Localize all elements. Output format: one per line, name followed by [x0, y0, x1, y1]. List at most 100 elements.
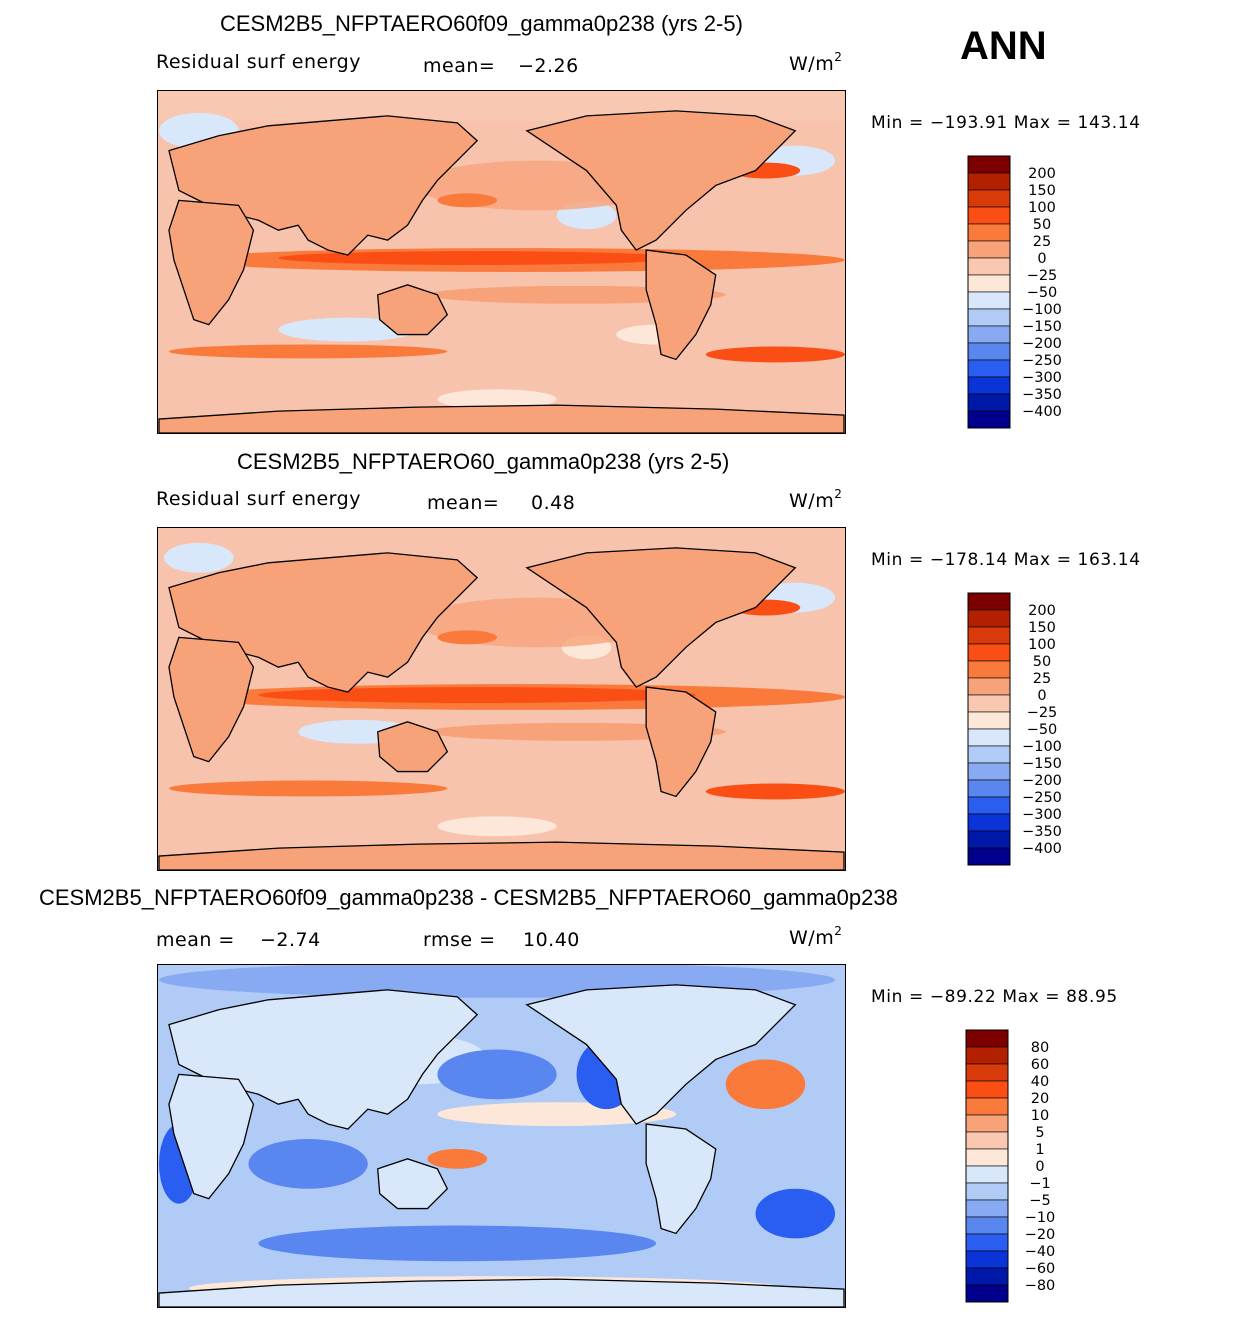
colorbar-swatch — [967, 626, 1011, 645]
panel3-map — [157, 964, 846, 1308]
colorbar-swatch — [965, 1046, 1009, 1065]
p3-land-antarctica — [158, 1278, 845, 1307]
panel3-rmse-value: 10.40 — [523, 929, 580, 951]
p2-so-band-east — [705, 783, 845, 800]
p2-land-samerica — [645, 686, 717, 798]
p1-so-band-west — [168, 344, 448, 359]
colorbar-level-label: −100 — [1022, 739, 1062, 755]
colorbar-level-label: −350 — [1022, 387, 1062, 403]
p1-land-africa — [168, 199, 255, 326]
colorbar-swatch — [965, 1080, 1009, 1099]
p1-blue-patch-sind — [278, 317, 418, 342]
panel1-min-max: Min = −193.91 Max = 143.14 — [871, 113, 1141, 133]
colorbar-level-label: 80 — [1031, 1040, 1049, 1056]
panel3-rmse-label: rmse = — [423, 929, 496, 951]
colorbar-swatch — [967, 172, 1011, 191]
colorbar-level-label: −100 — [1022, 302, 1062, 318]
colorbar-frame — [967, 592, 1011, 866]
p1-pale-south — [437, 389, 557, 410]
colorbar-swatch — [967, 240, 1011, 259]
colorbar-swatch — [967, 711, 1011, 730]
colorbar-level-label: 50 — [1033, 217, 1051, 233]
panel2-mean-value: 0.48 — [531, 492, 576, 514]
colorbar-level-label: −200 — [1022, 773, 1062, 789]
colorbar-level-label: −50 — [1027, 722, 1058, 738]
colorbar-swatch — [967, 677, 1011, 696]
p2-land-africa — [168, 636, 255, 763]
colorbar-level-label: 5 — [1035, 1125, 1044, 1141]
colorbar-swatch — [967, 206, 1011, 225]
colorbar-level-label: −350 — [1022, 824, 1062, 840]
colorbar-level-label: −300 — [1022, 370, 1062, 386]
p3-so-blue — [258, 1225, 657, 1262]
colorbar-swatch — [967, 410, 1011, 429]
colorbar-swatch — [965, 1131, 1009, 1150]
p2-blue-patch-nw — [163, 542, 234, 573]
colorbar-level-label: 150 — [1028, 620, 1056, 636]
colorbar-level-label: 100 — [1028, 637, 1056, 653]
panel1-units: W/m2 — [789, 50, 843, 75]
panel2-title: CESM2B5_NFPTAERO60_gamma0p238 (yrs 2-5) — [237, 449, 730, 474]
p1-itcz-core — [278, 251, 676, 265]
colorbar-swatch — [967, 308, 1011, 327]
colorbar-level-label: −400 — [1022, 404, 1062, 420]
colorbar-level-label: −5 — [1029, 1193, 1050, 1209]
colorbar-swatch — [967, 813, 1011, 832]
colorbar-level-label: 25 — [1033, 234, 1051, 250]
p1-land-samerica — [645, 249, 717, 361]
p3-sio-warm — [427, 1148, 488, 1169]
colorbar-level-label: −150 — [1022, 756, 1062, 772]
colorbar-level-label: −200 — [1022, 336, 1062, 352]
panel3-units: W/m2 — [789, 924, 843, 949]
p3-npac-blue — [437, 1049, 557, 1100]
colorbar-swatch — [967, 762, 1011, 781]
p2-pale-south — [437, 816, 557, 837]
panel3-mean-label: mean = — [156, 929, 235, 951]
colorbar-level-label: −20 — [1025, 1227, 1056, 1243]
colorbar-level-label: −50 — [1027, 285, 1058, 301]
colorbar-swatch — [965, 1029, 1009, 1048]
colorbar-swatch — [967, 660, 1011, 679]
p1-so-band-east — [705, 346, 845, 363]
colorbar-level-label: −60 — [1025, 1261, 1056, 1277]
panel2-colorbar: 20015010050250−25−50−100−150−200−250−300… — [967, 592, 1062, 866]
colorbar-level-label: −80 — [1025, 1278, 1056, 1294]
panel1-variable: Residual surf energy — [156, 51, 361, 73]
season-label: ANN — [960, 24, 1047, 68]
colorbar-level-label: −400 — [1022, 841, 1062, 857]
panel2-mean-label: mean= — [427, 492, 500, 514]
panel1-colorbar: 20015010050250−25−50−100−150−200−250−300… — [967, 155, 1062, 429]
colorbar-level-label: −250 — [1022, 353, 1062, 369]
colorbar-level-label: −300 — [1022, 807, 1062, 823]
colorbar-level-label: 20 — [1031, 1091, 1049, 1107]
panel3-min-max: Min = −89.22 Max = 88.95 — [871, 987, 1118, 1007]
colorbar-level-label: 1 — [1035, 1142, 1044, 1158]
colorbar-swatch — [965, 1148, 1009, 1167]
p3-land-africa — [168, 1073, 255, 1200]
colorbar-level-label: −150 — [1022, 319, 1062, 335]
colorbar-swatch — [965, 1097, 1009, 1116]
colorbar-level-label: 200 — [1028, 603, 1056, 619]
colorbar-swatch — [965, 1250, 1009, 1269]
panel1-mean-value: −2.26 — [518, 55, 579, 77]
p1-kuroshio — [437, 193, 498, 208]
panel3-mean-value: −2.74 — [260, 929, 321, 951]
colorbar-level-label: 60 — [1031, 1057, 1049, 1073]
colorbar-swatch — [967, 359, 1011, 378]
colorbar-swatch — [967, 609, 1011, 628]
colorbar-swatch — [967, 779, 1011, 798]
colorbar-swatch — [967, 745, 1011, 764]
colorbar-level-label: 200 — [1028, 166, 1056, 182]
colorbar-swatch — [967, 291, 1011, 310]
p3-land-samerica — [645, 1123, 717, 1235]
p3-pale-pac — [437, 1102, 676, 1127]
colorbar-swatch — [967, 274, 1011, 293]
p2-land-namerica — [525, 547, 797, 688]
p3-land-namerica — [525, 984, 797, 1125]
p2-kuroshio — [437, 630, 498, 645]
panel3-title: CESM2B5_NFPTAERO60f09_gamma0p238 - CESM2… — [39, 885, 898, 910]
panel2-min-max: Min = −178.14 Max = 163.14 — [871, 550, 1141, 570]
colorbar-swatch — [967, 643, 1011, 662]
p1-land-australia — [377, 284, 449, 336]
panel1-mean-label: mean= — [423, 55, 496, 77]
